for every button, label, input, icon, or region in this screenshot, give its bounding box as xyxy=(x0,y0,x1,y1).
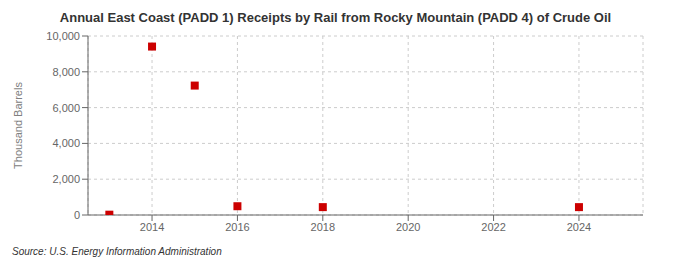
svg-text:2,000: 2,000 xyxy=(52,173,80,185)
svg-text:2016: 2016 xyxy=(225,221,249,233)
svg-text:2024: 2024 xyxy=(567,221,591,233)
html-text:Source: U.S. Energy Informatio: Source: U.S. Energy Information Administ… xyxy=(12,246,222,257)
svg-text:Thousand Barrels: Thousand Barrels xyxy=(12,82,24,169)
svg-text:8,000: 8,000 xyxy=(52,66,80,78)
svg-text:4,000: 4,000 xyxy=(52,137,80,149)
svg-text:2022: 2022 xyxy=(481,221,505,233)
svg-text:10,000: 10,000 xyxy=(46,30,80,42)
svg-text:2018: 2018 xyxy=(311,221,335,233)
svg-text:6,000: 6,000 xyxy=(52,102,80,114)
svg-text:2020: 2020 xyxy=(396,221,420,233)
svg-text:0: 0 xyxy=(74,209,80,221)
svg-text:2014: 2014 xyxy=(140,221,164,233)
html-text:Annual East Coast (PADD 1) Rec: Annual East Coast (PADD 1) Receipts by R… xyxy=(59,10,612,25)
